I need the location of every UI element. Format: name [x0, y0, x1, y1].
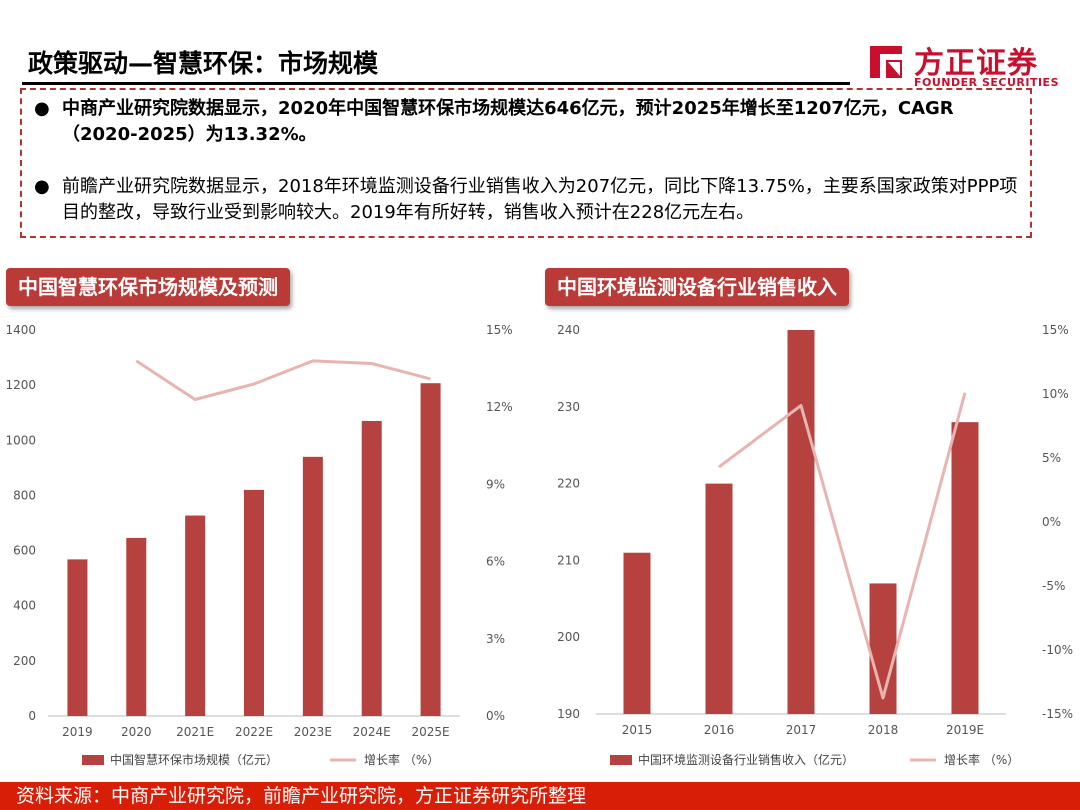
x-tick-label: 2020 [121, 725, 152, 739]
growth-rate-line [135, 359, 431, 401]
bar [361, 420, 382, 716]
legend-label-bar: 中国环境监测设备行业销售收入（亿元） [638, 752, 854, 767]
legend-label-line: 增长率 （%） [944, 752, 1019, 767]
y2-tick-label: 6% [486, 555, 505, 569]
logo-text-cn: 方正证券 [914, 46, 1038, 81]
bullet-text: 前瞻产业研究院数据显示，2018年环境监测设备行业销售收入为207亿元，同比下降… [62, 176, 1018, 223]
bar [126, 537, 147, 716]
logo-text-en: FOUNDER SECURITIES [914, 76, 1059, 89]
y-tick-label: 400 [13, 599, 36, 613]
bar [244, 489, 264, 716]
y2-tick-label: 5% [1042, 451, 1061, 465]
x-tick-label: 2025E [412, 725, 450, 739]
bar [623, 552, 651, 714]
y-tick-label: 210 [557, 553, 580, 567]
y2-tick-label: -5% [1042, 579, 1065, 593]
bullet-dot-icon: ● [34, 176, 50, 197]
y2-tick-label: 10% [1042, 387, 1069, 401]
y2-tick-label: 0% [486, 709, 505, 723]
y-tick-label: 1400 [5, 323, 36, 337]
bar [185, 515, 206, 716]
y-tick-label: 230 [557, 400, 580, 414]
y-tick-label: 190 [557, 707, 580, 721]
x-tick-label: 2022E [235, 725, 273, 739]
summary-box: ● 中商产业研究院数据显示，2020年中国智慧环保市场规模达646亿元，预计20… [20, 88, 1032, 238]
bar [302, 456, 323, 716]
y-tick-label: 200 [557, 630, 580, 644]
bar [67, 559, 88, 716]
y2-tick-label: 15% [1042, 323, 1069, 337]
y2-tick-label: -15% [1042, 707, 1073, 721]
y2-tick-label: 12% [486, 400, 513, 414]
y-tick-label: 1200 [5, 378, 36, 392]
page-title: 政策驱动—智慧环保：市场规模 [28, 49, 379, 78]
x-tick-label: 2024E [353, 725, 391, 739]
x-tick-label: 2018 [868, 723, 899, 737]
growth-rate-line [718, 392, 967, 700]
chart-monitoring-revenue: 190 200 210 220 230 240 -15% -10% -5% 0% 5% 10% 15% 2… [557, 323, 1073, 767]
y-tick-label: 220 [557, 477, 580, 491]
y2-tick-label: 0% [1042, 515, 1061, 529]
y2-tick-label: -10% [1042, 643, 1073, 657]
y2-tick-label: 3% [486, 632, 505, 646]
bar [420, 383, 441, 716]
legend-label-bar: 中国智慧环保市场规模（亿元） [110, 752, 278, 767]
x-tick-label: 2019E [946, 723, 984, 737]
x-tick-label: 2017 [786, 723, 817, 737]
x-tick-label: 2016 [704, 723, 735, 737]
x-tick-label: 2019 [62, 725, 93, 739]
founder-logo-icon [870, 46, 902, 78]
bullet-dot-icon: ● [34, 98, 50, 119]
y-tick-label: 800 [13, 488, 36, 502]
chart-smart-env-market: 0 200 400 600 800 1000 1200 1400 0% 3% 6% 9% 12% 15% 2… [5, 323, 513, 767]
bar [951, 422, 979, 714]
x-tick-label: 2015 [622, 723, 653, 737]
company-logo: 方正证券 FOUNDER SECURITIES [862, 36, 1059, 92]
legend-swatch-bar [82, 755, 104, 765]
legend-swatch-bar [610, 755, 632, 765]
bullet-text: 中商产业研究院数据显示，2020年中国智慧环保市场规模达646亿元，预计2025… [62, 98, 954, 145]
title-underline [22, 82, 850, 85]
y2-tick-label: 15% [486, 323, 513, 337]
y-tick-label: 1000 [5, 433, 36, 447]
y-tick-label: 0 [28, 709, 36, 723]
bar [705, 483, 733, 714]
y-tick-label: 600 [13, 544, 36, 558]
y-tick-label: 200 [13, 654, 36, 668]
legend-label-line: 增长率 （%） [364, 752, 439, 767]
bar [787, 330, 815, 714]
x-tick-label: 2023E [294, 725, 332, 739]
chart-title-smart-env: 中国智慧环保市场规模及预测 [6, 268, 290, 306]
chart-title-monitoring: 中国环境监测设备行业销售收入 [545, 268, 849, 306]
y-tick-label: 240 [557, 323, 580, 337]
y2-tick-label: 9% [486, 477, 505, 491]
x-tick-label: 2021E [176, 725, 214, 739]
source-footer: 资料来源：中商产业研究院，前瞻产业研究院，方正证券研究所整理 [0, 782, 1080, 810]
